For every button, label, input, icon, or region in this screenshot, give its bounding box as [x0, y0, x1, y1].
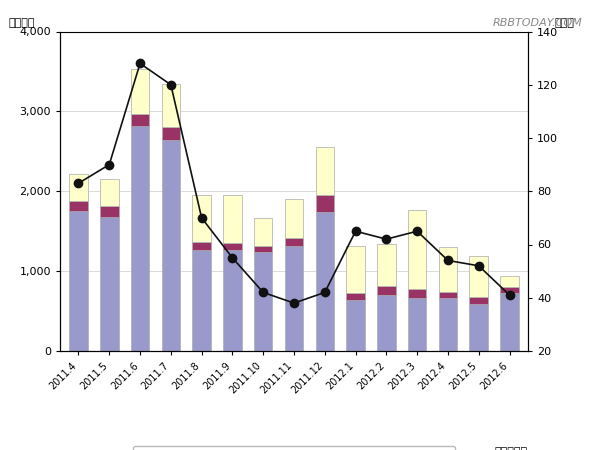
Bar	[346, 246, 365, 293]
Bar	[316, 212, 334, 351]
Bar	[469, 297, 488, 304]
Bar	[439, 298, 457, 351]
Bar	[161, 127, 180, 140]
Bar	[223, 250, 242, 351]
Bar	[100, 207, 119, 217]
Legend: カーAVC機器, 音声機器, 映像機器, 前年比: カーAVC機器, 音声機器, 映像機器, 前年比	[133, 446, 455, 450]
Bar	[346, 300, 365, 351]
Bar	[439, 247, 457, 292]
Bar	[500, 276, 519, 288]
Bar	[377, 286, 395, 295]
Bar	[100, 179, 119, 207]
Bar	[254, 246, 272, 252]
Bar	[223, 243, 242, 250]
Bar	[254, 252, 272, 351]
Bar	[469, 304, 488, 351]
Bar	[254, 218, 272, 246]
Text: （年・月）: （年・月）	[495, 447, 528, 450]
Bar	[285, 199, 303, 238]
Bar	[193, 195, 211, 243]
Bar	[161, 84, 180, 127]
Bar	[131, 114, 149, 126]
Bar	[408, 211, 427, 289]
Text: RBBTODAY.COM: RBBTODAY.COM	[492, 18, 582, 28]
Bar	[131, 126, 149, 351]
Bar	[316, 195, 334, 212]
Bar	[69, 211, 88, 351]
Bar	[377, 295, 395, 351]
Bar	[193, 250, 211, 351]
Bar	[316, 147, 334, 195]
Bar	[100, 217, 119, 351]
Bar	[285, 238, 303, 246]
Bar	[408, 298, 427, 351]
Bar	[193, 243, 211, 250]
Text: （％）: （％）	[555, 18, 575, 28]
Bar	[161, 140, 180, 351]
Text: （億円）: （億円）	[8, 18, 35, 28]
Bar	[500, 293, 519, 351]
Bar	[408, 289, 427, 298]
Bar	[346, 293, 365, 300]
Bar	[439, 292, 457, 298]
Bar	[377, 244, 395, 286]
Bar	[69, 175, 88, 201]
Bar	[285, 246, 303, 351]
Bar	[69, 201, 88, 211]
Bar	[469, 256, 488, 297]
Bar	[131, 69, 149, 114]
Bar	[500, 288, 519, 293]
Bar	[223, 195, 242, 243]
